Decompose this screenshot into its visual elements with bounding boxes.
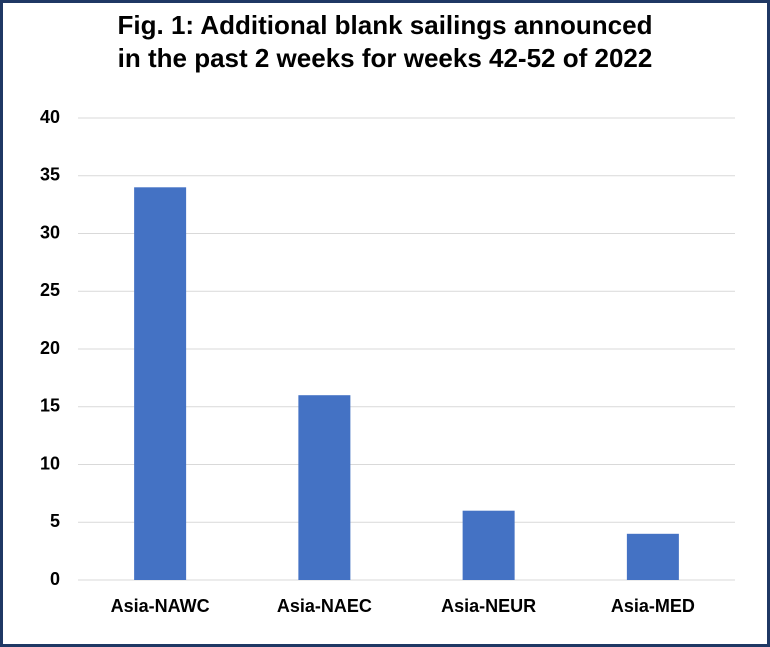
y-tick-label: 0 bbox=[50, 569, 60, 589]
x-tick-label: Asia-NAWC bbox=[111, 596, 210, 616]
x-tick-label: Asia-NEUR bbox=[441, 596, 536, 616]
bar bbox=[134, 187, 187, 581]
y-tick-label: 15 bbox=[40, 396, 60, 416]
y-tick-label: 25 bbox=[40, 280, 60, 300]
x-tick-label: Asia-NAEC bbox=[277, 596, 372, 616]
y-tick-label: 20 bbox=[40, 338, 60, 358]
y-tick-label: 35 bbox=[40, 165, 60, 185]
bar bbox=[298, 395, 351, 580]
y-tick-label: 40 bbox=[40, 107, 60, 127]
y-tick-label: 30 bbox=[40, 222, 60, 242]
x-tick-label: Asia-MED bbox=[611, 596, 695, 616]
chart-title: in the past 2 weeks for weeks 42-52 of 2… bbox=[118, 43, 653, 73]
bar bbox=[626, 533, 679, 580]
y-tick-label: 5 bbox=[50, 511, 60, 531]
y-tick-label: 10 bbox=[40, 453, 60, 473]
bar bbox=[462, 510, 515, 580]
chart-title: Fig. 1: Additional blank sailings announ… bbox=[118, 10, 653, 40]
